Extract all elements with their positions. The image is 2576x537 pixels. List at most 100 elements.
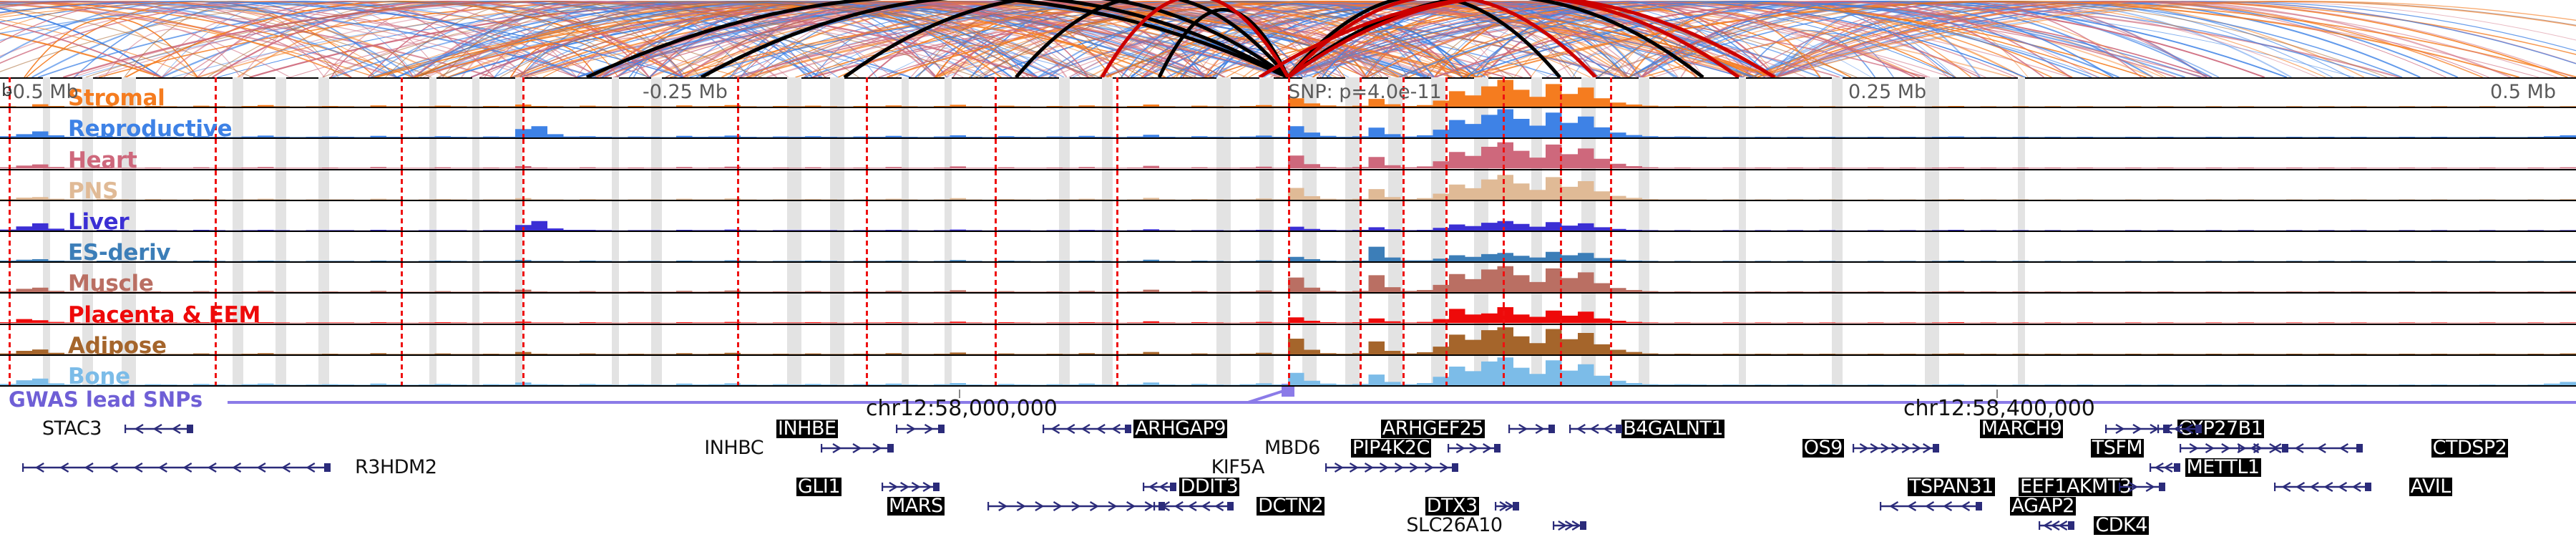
gene-body-agap2[interactable]: [1880, 497, 1983, 516]
gene-body-b4galnt1[interactable]: [1569, 420, 1623, 438]
enhancer-shade: [651, 263, 662, 294]
enhancer-shade: [472, 263, 479, 294]
enhancer-shade: [429, 108, 436, 140]
gene-label-inhbe[interactable]: INHBE: [776, 417, 838, 440]
enhancer-shade: [1925, 324, 1939, 356]
panel-letter: b: [1, 80, 13, 100]
gene-label-b4galnt1[interactable]: B4GALNT1: [1621, 417, 1725, 440]
enhancer-shade: [787, 200, 801, 232]
enhancer-shade: [275, 170, 286, 201]
snp-vertical-line: [1116, 139, 1118, 170]
snp-vertical-line: [9, 263, 11, 294]
gene-body-os9[interactable]: [1852, 439, 1939, 458]
enhancer-shade: [651, 77, 662, 109]
gene-label-agap2[interactable]: AGAP2: [2009, 495, 2076, 517]
interaction-arc: [576, 37, 685, 77]
snp-vertical-line: [1288, 170, 1290, 201]
gene-label-cyp27b1[interactable]: CYP27B1: [2177, 417, 2265, 440]
snp-vertical-line: [9, 231, 11, 263]
gene-label-inhbc[interactable]: INHBC: [704, 437, 764, 459]
gene-body-pip4k2c[interactable]: [1447, 439, 1501, 458]
snp-vertical-line: [401, 170, 403, 201]
gene-body-r3hdm2[interactable]: [22, 458, 331, 477]
gene-body-stac3[interactable]: [124, 420, 193, 438]
gene-body-slc26a10[interactable]: [1553, 516, 1586, 535]
snp-vertical-line: [737, 231, 739, 263]
gene-body-arhgap9[interactable]: [1043, 420, 1131, 438]
enhancer-shade: [318, 77, 329, 109]
axis-tick-label: 0.25 Mb: [1848, 81, 1927, 103]
enhancer-shade: [1059, 170, 1070, 201]
enhancer-shade: [830, 324, 844, 356]
gene-label-r3hdm2[interactable]: R3HDM2: [355, 456, 437, 478]
gene-body-kif5a[interactable]: [1325, 458, 1459, 477]
snp-vertical-line: [1288, 231, 1290, 263]
gene-label-pip4k2c[interactable]: PIP4K2C: [1350, 437, 1431, 459]
gene-label-tspan31[interactable]: TSPAN31: [1908, 475, 1995, 498]
gene-label-avil[interactable]: AVIL: [2409, 475, 2452, 498]
snp-vertical-line: [522, 324, 525, 356]
gene-body-avil[interactable]: [2273, 478, 2371, 496]
interaction-arc: [0, 1, 291, 77]
gene-label-stac3[interactable]: STAC3: [42, 417, 102, 440]
enhancer-shade: [945, 263, 952, 294]
snp-vertical-line: [1360, 263, 1362, 294]
gene-body-inhbc[interactable]: [821, 439, 894, 458]
gene-label-kif5a[interactable]: KIF5A: [1211, 456, 1265, 478]
gene-label-mars[interactable]: MARS: [887, 495, 945, 517]
track-label-muscle: Muscle: [68, 271, 154, 294]
gene-label-arhgef25[interactable]: ARHGEF25: [1380, 417, 1485, 440]
enhancer-shade: [1345, 108, 1360, 140]
enhancer-shade: [1059, 77, 1070, 109]
enhancer-shade: [830, 108, 844, 140]
snp-vertical-line: [737, 170, 739, 201]
gene-body-mars[interactable]: [987, 497, 1165, 516]
enhancer-shade: [318, 324, 329, 356]
gene-body-mettl1[interactable]: [2149, 458, 2180, 477]
snp-vertical-line: [522, 231, 525, 263]
gene-label-cdk4[interactable]: CDK4: [2094, 514, 2149, 536]
gene-label-march9[interactable]: MARCH9: [1979, 417, 2064, 440]
gene-body-ddit3[interactable]: [1142, 478, 1176, 496]
gene-label-os9[interactable]: OS9: [1802, 437, 1844, 459]
snp-vertical-line: [522, 108, 525, 140]
gene-body-dctn2[interactable]: [1153, 497, 1234, 516]
snp-vertical-line: [1503, 263, 1505, 294]
snp-vertical-line: [1503, 77, 1505, 109]
gene-label-ddit3[interactable]: DDIT3: [1179, 475, 1240, 498]
enhancer-shade: [1531, 200, 1542, 232]
enhancer-shade: [1431, 294, 1445, 325]
enhancer-shade: [429, 263, 436, 294]
track-label-pns: PNS: [68, 178, 119, 201]
snp-vertical-line: [1116, 108, 1118, 140]
gene-label-dtx3[interactable]: DTX3: [1425, 495, 1479, 517]
gene-label-gli1[interactable]: GLI1: [796, 475, 841, 498]
gene-body-ctdsp2[interactable]: [2238, 439, 2363, 458]
enhancer-shade: [2018, 294, 2025, 325]
enhancer-shade: [830, 77, 844, 109]
gene-body-eef1akmt3[interactable]: [2118, 478, 2165, 496]
enhancer-shade: [472, 77, 479, 109]
enhancer-shade: [472, 294, 479, 325]
gene-label-eef1akmt3[interactable]: EEF1AKMT3: [2019, 475, 2133, 498]
chromosome-position-label: chr12:58,400,000: [1903, 396, 2095, 421]
gene-label-ctdsp2[interactable]: CTDSP2: [2431, 437, 2509, 459]
gene-body-cyp27b1[interactable]: [2157, 420, 2202, 438]
gene-label-mbd6[interactable]: MBD6: [1264, 437, 1320, 459]
gene-label-tsfm[interactable]: TSFM: [2090, 437, 2145, 459]
gene-label-slc26a10[interactable]: SLC26A10: [1406, 514, 1503, 536]
snp-vertical-line: [1560, 170, 1562, 201]
gene-label-dctn2[interactable]: DCTN2: [1257, 495, 1325, 517]
gene-body-gli1[interactable]: [882, 478, 940, 496]
gene-body-dtx3[interactable]: [1495, 497, 1520, 516]
snp-vertical-line: [9, 200, 11, 232]
snp-vertical-line: [522, 355, 525, 387]
gene-label-arhgap9[interactable]: ARHGAP9: [1133, 417, 1227, 440]
snp-vertical-line: [1610, 108, 1612, 140]
gene-label-mettl1[interactable]: METTL1: [2185, 456, 2261, 478]
gene-body-inhbe[interactable]: [896, 420, 945, 438]
snp-vertical-line: [1503, 324, 1505, 356]
snp-vertical-line: [995, 77, 997, 109]
gene-body-cdk4[interactable]: [2038, 516, 2074, 535]
gene-body-arhgef25[interactable]: [1508, 420, 1555, 438]
